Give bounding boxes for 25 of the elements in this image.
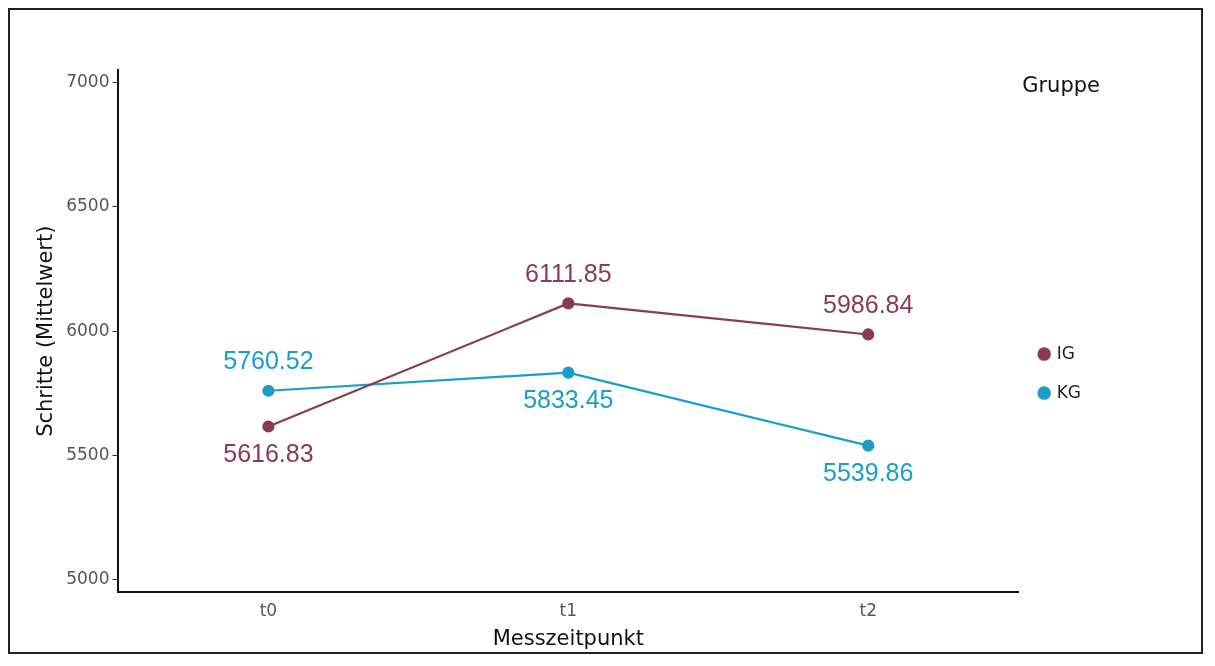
point [562, 366, 575, 379]
data-label: 5616.83 [223, 438, 314, 467]
legend-label: KG [1056, 381, 1082, 402]
x-tick-label: t1 [559, 600, 578, 621]
data-label: 5539.86 [823, 458, 914, 487]
y-tick-label: 5500 [66, 444, 110, 464]
y-tick-label: 7000 [66, 70, 110, 91]
data-label: 5986.84 [823, 289, 914, 318]
x-axis-title: Messzeitpunkt [492, 625, 644, 650]
point [862, 328, 875, 341]
y-axis-title: Schritte (Mittelwert) [33, 225, 58, 437]
legend-title: Gruppe [1022, 72, 1100, 97]
x-tick-label: t2 [859, 600, 877, 621]
point [562, 297, 575, 310]
y-tick-label: 6500 [66, 195, 110, 216]
point [262, 384, 275, 397]
legend-label: IG [1056, 342, 1075, 363]
x-tick-label: t0 [259, 600, 278, 621]
data-label: 5833.45 [523, 385, 614, 414]
data-label: 6111.85 [524, 258, 612, 287]
point [262, 420, 275, 433]
point [862, 439, 875, 452]
y-tick-label: 5000 [66, 568, 110, 589]
y-tick-label: 6000 [66, 319, 110, 340]
data-label: 5760.52 [223, 346, 314, 375]
